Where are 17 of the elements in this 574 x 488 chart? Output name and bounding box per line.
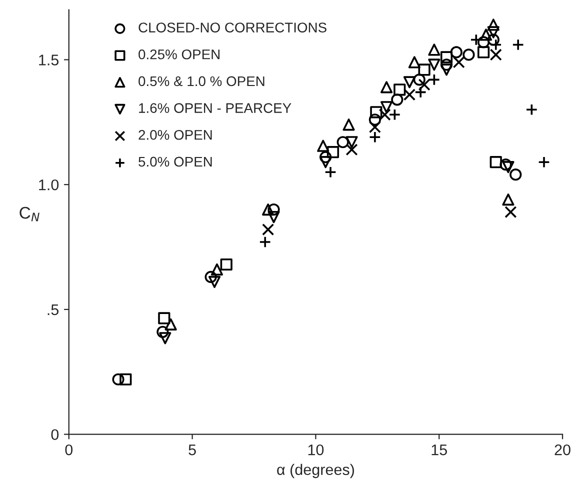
x-tick-label: 15 <box>432 444 447 456</box>
x-axis-title: α (degrees) <box>277 464 354 478</box>
legend-label: 1.6% OPEN - PEARCEY <box>139 103 292 113</box>
legend-label: 2.0% OPEN <box>138 130 212 140</box>
legend-label: 0.5% & 1.0 % OPEN <box>138 76 264 86</box>
y-tick-label: 1.0 <box>39 179 59 190</box>
x-tick-label: 10 <box>308 444 324 456</box>
y-axis-title: C$_{N}$ <box>20 206 40 222</box>
y-tick-label: 1.5 <box>39 54 59 66</box>
x-tick-label: 20 <box>554 444 570 456</box>
legend-label: 0.25% OPEN <box>138 49 220 60</box>
legend-label: CLOSED-NO CORRECTIONS <box>138 22 326 32</box>
legend-label: 5.0% OPEN <box>138 156 212 167</box>
y-tick-label: .5 <box>48 304 59 316</box>
y-tick-label: 0 <box>51 429 59 440</box>
x-tick-label: 0 <box>65 444 73 456</box>
x-tick-label: 5 <box>188 444 196 456</box>
